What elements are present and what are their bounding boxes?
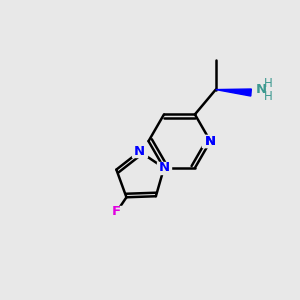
Bar bbox=[202, 135, 218, 147]
Text: H: H bbox=[264, 77, 273, 90]
Bar bbox=[110, 206, 123, 218]
Bar bbox=[132, 146, 147, 157]
Text: N: N bbox=[134, 145, 145, 158]
Text: N: N bbox=[158, 161, 169, 174]
Polygon shape bbox=[216, 89, 251, 96]
Text: N: N bbox=[205, 135, 216, 148]
Text: H: H bbox=[264, 90, 273, 104]
Bar bbox=[202, 135, 218, 147]
Text: N: N bbox=[205, 135, 216, 148]
Bar bbox=[157, 162, 171, 173]
Text: F: F bbox=[112, 206, 121, 218]
Text: N: N bbox=[256, 83, 267, 96]
